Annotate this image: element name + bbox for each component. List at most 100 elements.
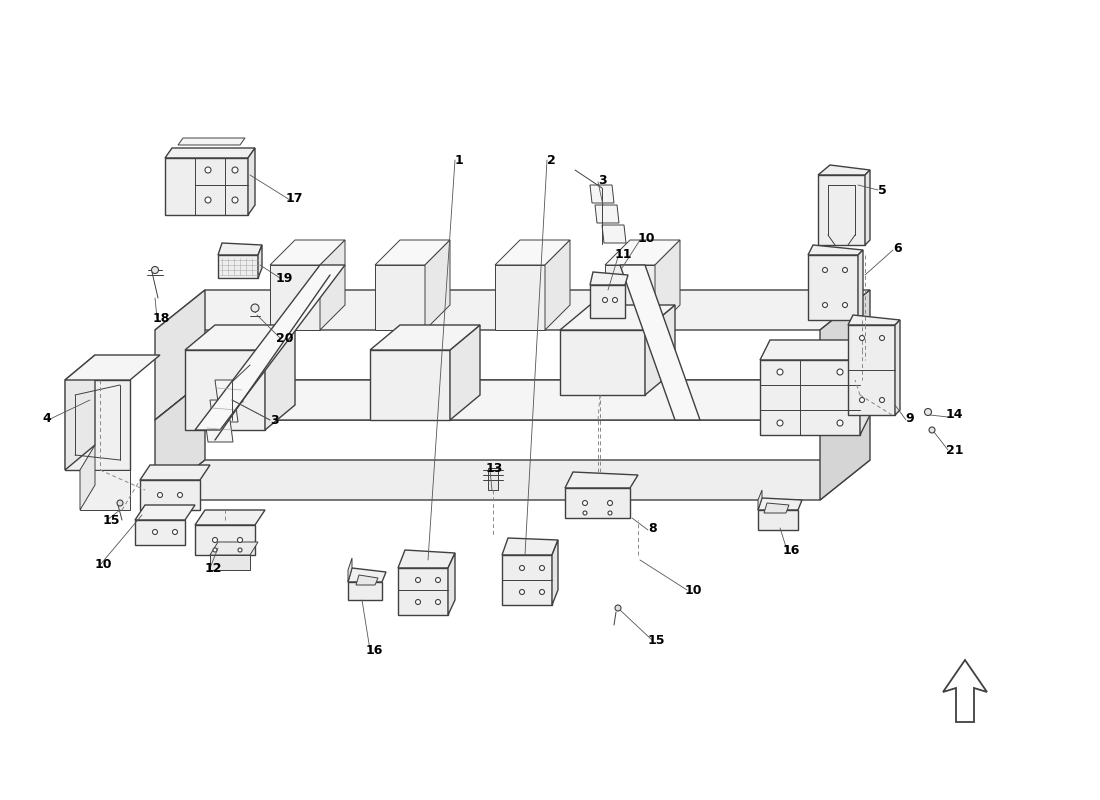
- Circle shape: [213, 548, 217, 552]
- Polygon shape: [488, 468, 498, 490]
- Polygon shape: [258, 245, 262, 278]
- Polygon shape: [218, 255, 258, 278]
- Polygon shape: [818, 175, 865, 245]
- Circle shape: [436, 599, 440, 605]
- Circle shape: [613, 298, 617, 302]
- Polygon shape: [760, 360, 860, 435]
- Circle shape: [930, 427, 935, 433]
- Text: 3: 3: [270, 414, 278, 426]
- Polygon shape: [370, 350, 450, 420]
- Text: 2: 2: [547, 154, 556, 166]
- Polygon shape: [80, 445, 95, 510]
- Circle shape: [173, 530, 177, 534]
- Polygon shape: [758, 490, 762, 510]
- Circle shape: [238, 548, 242, 552]
- Polygon shape: [495, 240, 570, 265]
- Polygon shape: [860, 340, 870, 435]
- Circle shape: [823, 302, 827, 307]
- Circle shape: [777, 369, 783, 375]
- Circle shape: [539, 590, 544, 594]
- Text: 1: 1: [455, 154, 464, 166]
- Polygon shape: [425, 240, 450, 330]
- Text: 6: 6: [893, 242, 902, 254]
- Circle shape: [177, 493, 183, 498]
- Text: 3: 3: [598, 174, 606, 186]
- Polygon shape: [565, 488, 630, 518]
- Polygon shape: [820, 380, 870, 500]
- Circle shape: [608, 511, 612, 515]
- Circle shape: [837, 369, 843, 375]
- Circle shape: [519, 590, 525, 594]
- Polygon shape: [560, 330, 645, 395]
- Circle shape: [615, 605, 622, 611]
- Polygon shape: [544, 240, 570, 330]
- Polygon shape: [218, 243, 262, 255]
- Polygon shape: [808, 255, 858, 320]
- Text: 19: 19: [276, 271, 294, 285]
- Polygon shape: [210, 400, 238, 422]
- Text: 11: 11: [615, 249, 632, 262]
- Circle shape: [117, 500, 123, 506]
- Polygon shape: [80, 470, 130, 510]
- Polygon shape: [155, 380, 870, 420]
- Polygon shape: [348, 582, 382, 600]
- Polygon shape: [820, 290, 870, 420]
- Polygon shape: [65, 380, 130, 470]
- Text: 10: 10: [638, 231, 656, 245]
- Text: 15: 15: [648, 634, 666, 646]
- Polygon shape: [155, 460, 870, 500]
- Polygon shape: [65, 355, 95, 470]
- Polygon shape: [502, 555, 552, 605]
- Circle shape: [880, 398, 884, 402]
- Text: 9: 9: [905, 411, 914, 425]
- Polygon shape: [943, 660, 987, 722]
- Text: 15: 15: [103, 514, 121, 526]
- Polygon shape: [818, 165, 870, 175]
- Polygon shape: [356, 575, 378, 585]
- Circle shape: [880, 335, 884, 341]
- Circle shape: [837, 420, 843, 426]
- Text: 10: 10: [95, 558, 112, 571]
- Polygon shape: [155, 290, 205, 420]
- Polygon shape: [552, 540, 558, 605]
- Polygon shape: [398, 568, 448, 615]
- Polygon shape: [495, 265, 544, 330]
- Polygon shape: [65, 355, 160, 380]
- Polygon shape: [155, 380, 205, 500]
- Polygon shape: [348, 568, 386, 582]
- Circle shape: [205, 197, 211, 203]
- Circle shape: [924, 409, 932, 415]
- Polygon shape: [210, 555, 250, 570]
- Circle shape: [205, 167, 211, 173]
- Text: 17: 17: [286, 191, 304, 205]
- Circle shape: [823, 267, 827, 273]
- Circle shape: [416, 599, 420, 605]
- Polygon shape: [858, 250, 864, 320]
- Polygon shape: [654, 240, 680, 330]
- Polygon shape: [758, 498, 802, 510]
- Text: 18: 18: [153, 311, 170, 325]
- Circle shape: [583, 511, 587, 515]
- Polygon shape: [375, 265, 425, 330]
- Polygon shape: [248, 148, 255, 215]
- Text: 13: 13: [486, 462, 504, 474]
- Polygon shape: [155, 290, 870, 330]
- Circle shape: [777, 420, 783, 426]
- Polygon shape: [265, 325, 295, 430]
- Text: 5: 5: [878, 183, 887, 197]
- Polygon shape: [764, 503, 789, 513]
- Polygon shape: [502, 538, 558, 555]
- Polygon shape: [865, 170, 870, 245]
- Text: 21: 21: [946, 443, 964, 457]
- Circle shape: [251, 304, 258, 312]
- Polygon shape: [210, 542, 258, 555]
- Polygon shape: [270, 265, 320, 330]
- Polygon shape: [760, 340, 870, 360]
- Polygon shape: [590, 185, 614, 203]
- Polygon shape: [848, 315, 900, 325]
- Polygon shape: [178, 138, 245, 145]
- Polygon shape: [140, 480, 200, 510]
- Polygon shape: [140, 465, 210, 480]
- Polygon shape: [758, 510, 798, 530]
- Text: 20: 20: [276, 331, 294, 345]
